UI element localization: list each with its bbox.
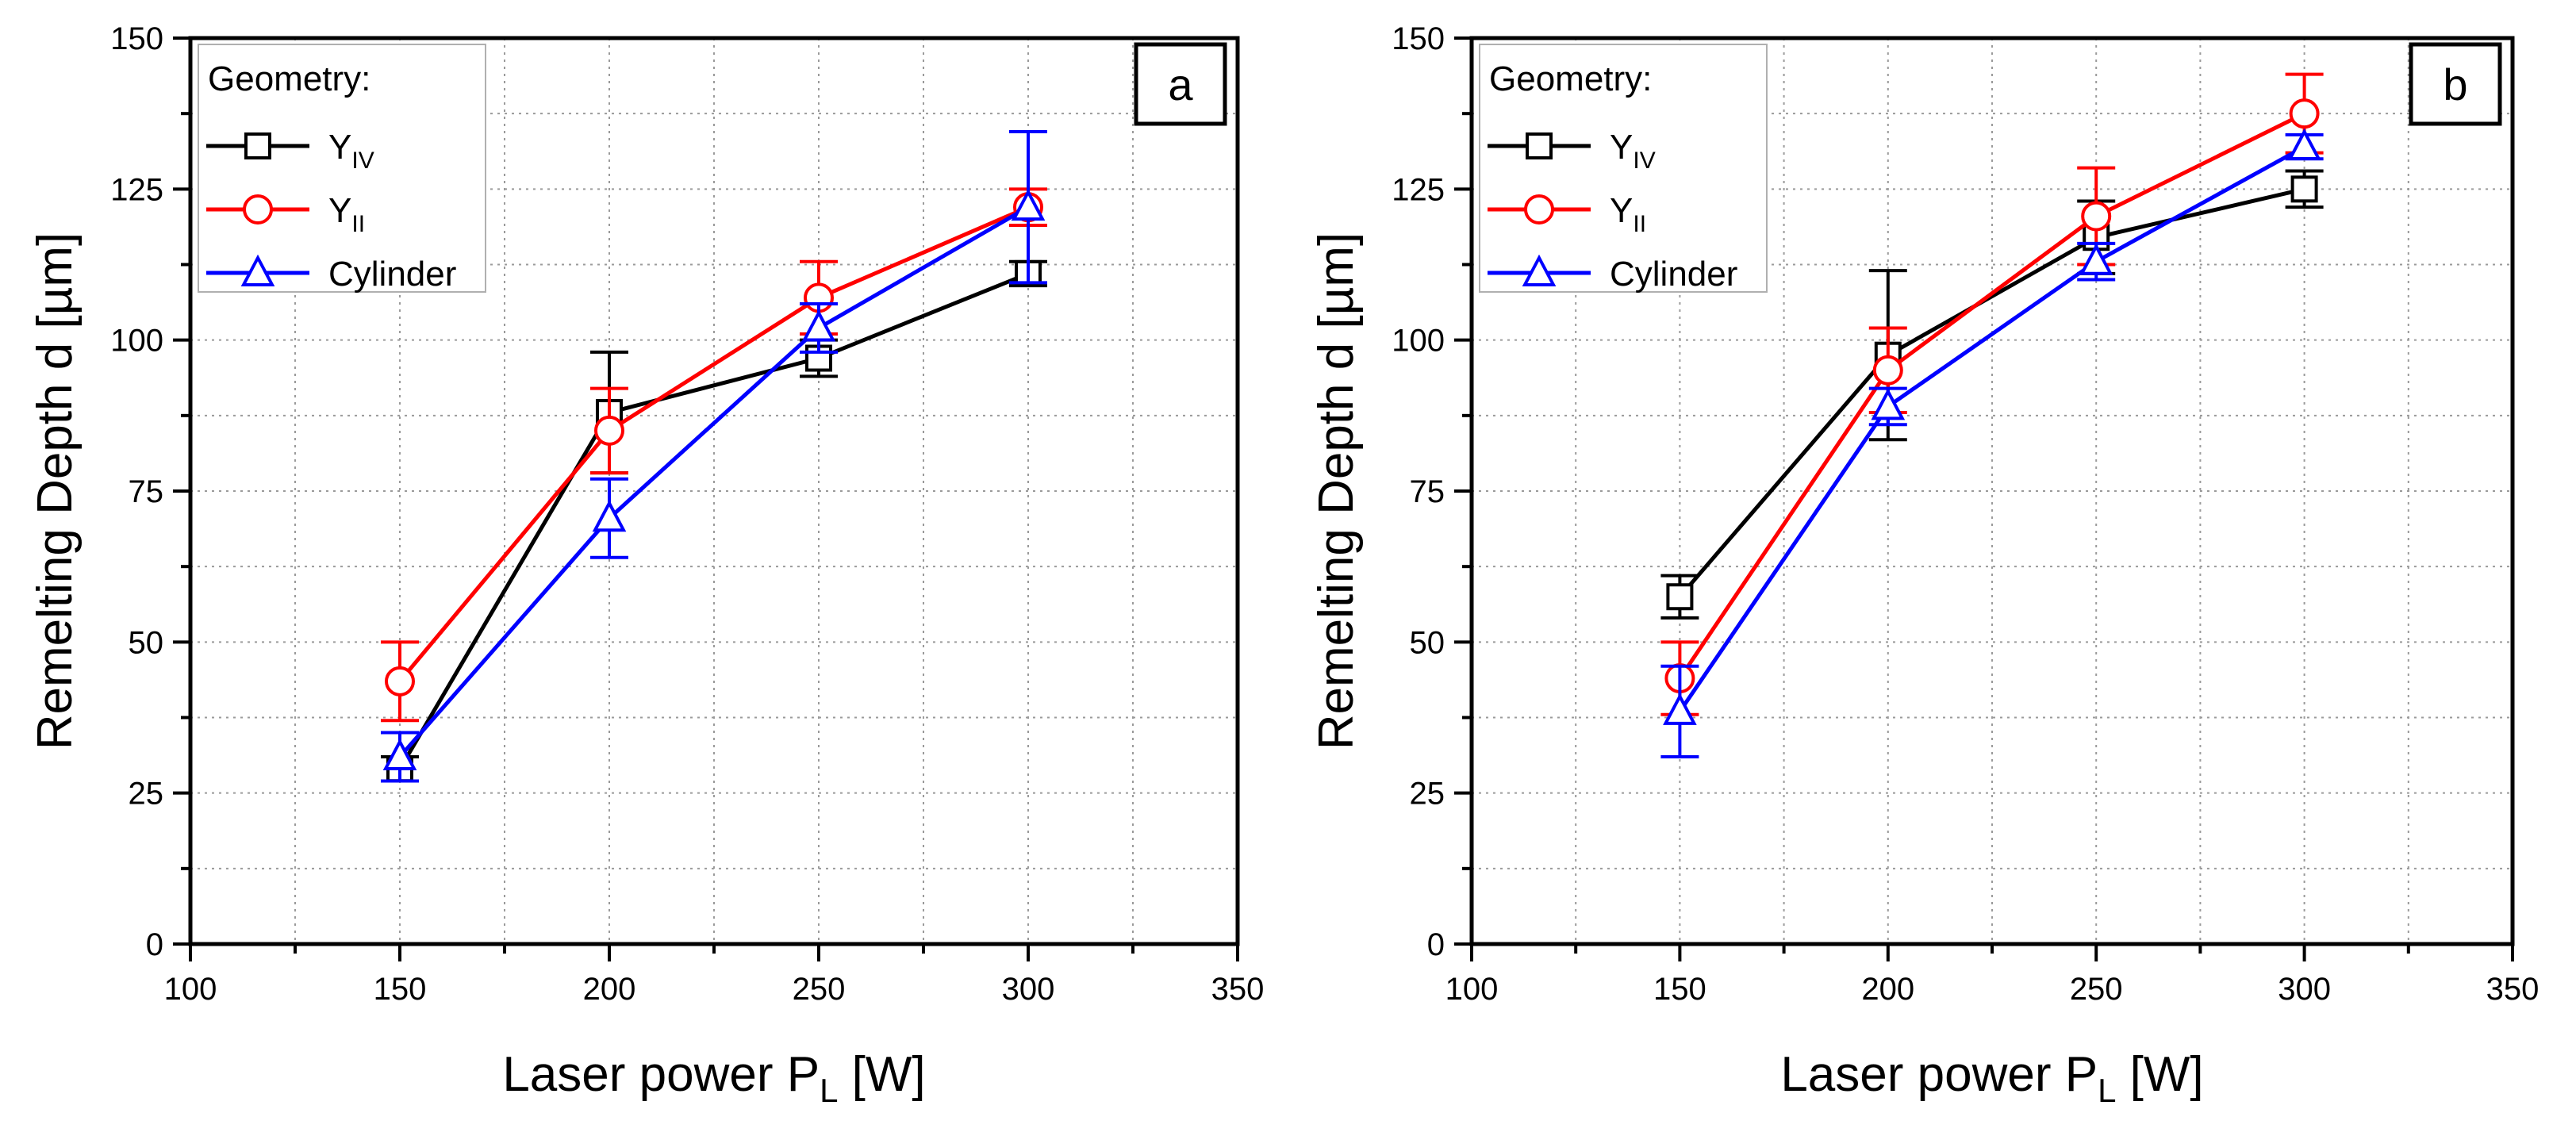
x-tick-label: 250 [2070,972,2123,1007]
series-line [1678,111,2305,680]
series-cylinder [1660,128,2324,758]
series-line [397,271,1029,770]
legend-entry-name: Y [328,128,351,167]
x-tick-label: 300 [2278,972,2331,1007]
x-axis-title-subscript: L [2098,1072,2116,1109]
x-tick-label: 350 [1211,972,1265,1007]
data-point [2079,243,2113,275]
y-axis-title: Remelting Depth d [µm] [28,232,83,750]
y-tick-label: 150 [1392,21,1445,56]
legend-box [198,44,486,293]
chart-panel-a: 100 150 200 250 300 350 0 25 50 75 100 125 150 Laser … [28,21,1264,1109]
y-tick-label: 150 [110,21,163,56]
x-axis-title-main: Laser power P [1780,1047,2098,1102]
data-point [592,499,627,532]
legend-box [1479,44,1768,293]
y-tick-label: 100 [1392,324,1445,359]
legend-entry-label: Cylinder [1610,255,1737,294]
y-tick-label: 125 [1392,172,1445,207]
legend-entry-label: YII [1610,191,1646,237]
y-axis-title: Remelting Depth d [µm] [1309,232,1364,750]
data-point [382,738,417,770]
data-point [2081,201,2112,232]
x-tick-label: 200 [1861,972,1914,1007]
plot-frame [1469,36,2515,946]
legend-entry-name: Cylinder [328,255,456,294]
x-axis-title-unit: [W] [2116,1047,2203,1102]
data-point [385,666,415,697]
chart-panel-b: 100 150 200 250 300 350 0 25 50 75 100 125 150 Laser … [1309,21,2539,1109]
x-axis-title-unit: [W] [838,1047,925,1102]
x-tick-label: 150 [374,972,427,1007]
y-tick-label: 125 [110,172,163,207]
series-line [1678,144,2305,713]
legend-entry-name: Y [1610,191,1633,230]
panel-label-text: a [1168,59,1193,109]
x-tick-label: 200 [583,972,636,1007]
data-point [801,309,836,342]
series-line [398,205,1030,758]
x-tick-label: 300 [1002,972,1055,1007]
data-point [2287,128,2321,161]
y-tick-label: 75 [1410,474,1445,509]
legend-entry-label: YIV [328,128,374,174]
legend-marker [1526,132,1553,159]
x-tick-label: 250 [793,972,846,1007]
series-line [398,205,1029,683]
legend-marker [244,132,271,159]
legend-entry-label: YIV [1610,128,1656,174]
data-point [1872,355,1903,386]
x-axis-title: Laser power PL [W] [1780,1047,2203,1109]
data-point [1871,388,1906,420]
legend-marker [240,254,275,286]
series-line [1678,186,2305,598]
series-cylinder [381,130,1047,783]
y-tick-label: 100 [110,324,163,359]
legend-entry-label: Cylinder [328,255,456,294]
data-point [1663,693,1697,725]
legend-entry-name: Y [328,191,351,230]
ticks [173,36,1239,961]
x-axis-title: Laser power PL [W] [502,1047,925,1109]
y-tick-label: 50 [129,625,164,660]
panel-label-text: b [2443,59,2467,109]
data-point [594,415,624,446]
panel-label-box [2409,42,2502,126]
x-axis-title-subscript: L [820,1072,838,1109]
x-tick-label: 100 [164,972,217,1007]
y-tick-label: 25 [129,777,164,812]
y-tick-label: 0 [1427,927,1445,962]
legend-title: Geometry: [1489,59,1652,98]
panel-label: a [1134,42,1227,126]
plot-frame [188,36,1240,946]
data-point [1666,583,1694,611]
panel-label: b [2409,42,2502,126]
y-tick-label: 0 [146,927,163,962]
x-axis-title-main: Laser power P [502,1047,820,1102]
y-tick-label: 75 [129,474,164,509]
data-point [2289,98,2320,129]
x-tick-label: 350 [2486,972,2540,1007]
legend-entry-subscript: IV [1633,148,1655,174]
legend-entry-label: YII [328,191,365,237]
data-point [1011,188,1046,221]
data-point [2290,175,2318,203]
panel-label-box [1134,42,1227,126]
x-tick-label: 150 [1653,972,1706,1007]
legend-title: Geometry: [208,59,370,98]
legend-entry-subscript: II [351,211,365,237]
legend-marker [1522,254,1557,286]
legend-entry-subscript: II [1633,211,1646,237]
legend-marker [243,194,273,225]
legend-entry-name: Cylinder [1610,255,1737,294]
legend-entry-subscript: IV [351,148,374,174]
legend-entry-name: Y [1610,128,1633,167]
y-tick-label: 25 [1410,777,1445,812]
legend-marker [1524,194,1554,225]
y-tick-label: 50 [1410,625,1445,660]
x-tick-label: 100 [1445,972,1499,1007]
